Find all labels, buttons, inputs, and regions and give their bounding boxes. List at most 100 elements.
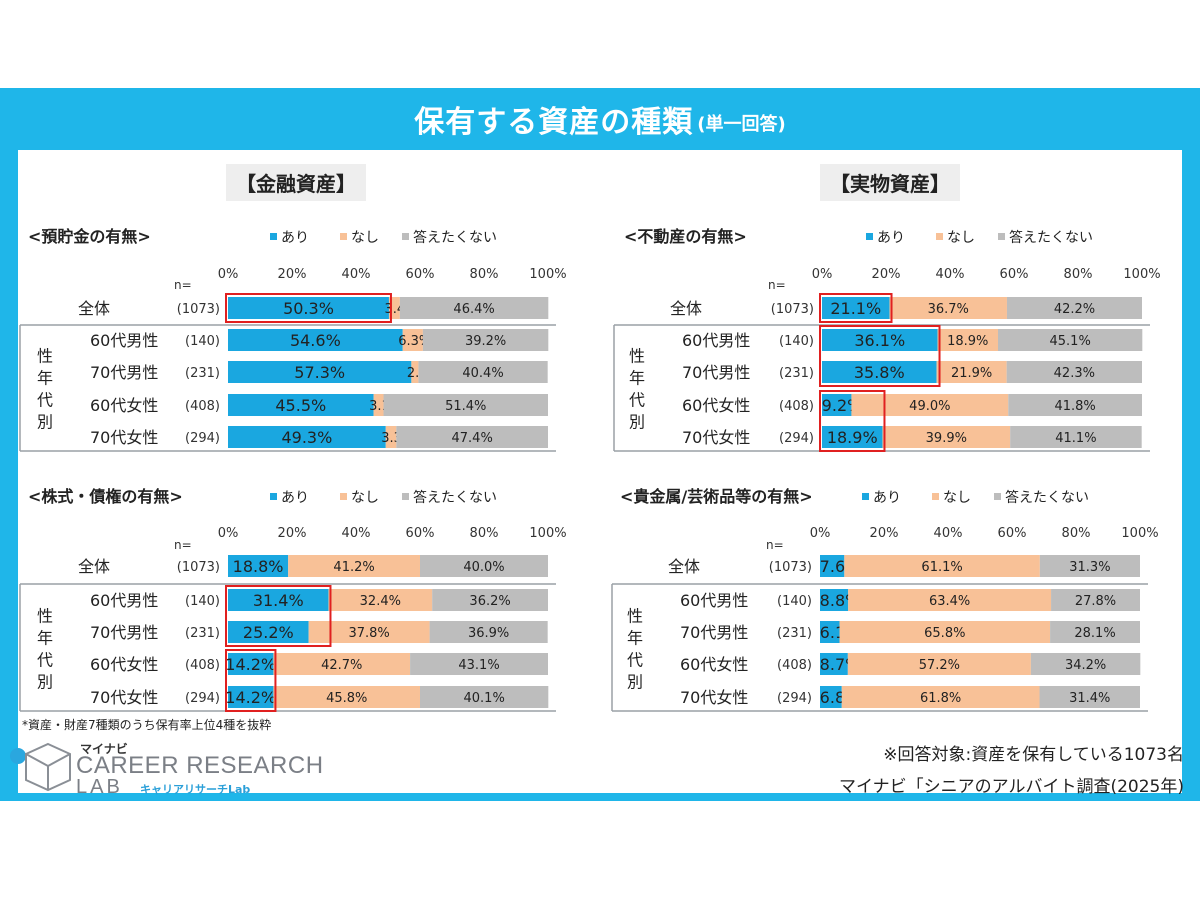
x-tick-2-0: 0% (218, 526, 239, 541)
data-label-0-2-0: 57.3% (294, 363, 345, 382)
row-label-0-2: 70代男性 (90, 363, 158, 382)
data-label-0-1-2: 39.2% (465, 334, 506, 349)
bar-3-4-2 (1039, 686, 1140, 708)
bar-2-0-2 (420, 555, 548, 577)
data-label-2-2-1: 37.8% (348, 626, 389, 641)
bar-0-2-1 (411, 361, 419, 383)
row-n-2-0: (1073) (177, 560, 220, 575)
bar-1-3-2 (1008, 394, 1142, 416)
group-label-char-3-3: 別 (627, 673, 643, 692)
data-label-1-4-0: 18.9% (827, 428, 878, 447)
footnote-respondents: ※回答対象:資産を保有している1073名 (883, 745, 1184, 765)
data-label-2-4-1: 45.8% (326, 691, 367, 706)
data-label-0-2-2: 40.4% (462, 366, 503, 381)
group-label-char-1-0: 性 (629, 347, 645, 366)
x-tick-3-1: 20% (870, 526, 899, 541)
bar-3-3-0 (820, 653, 848, 675)
bar-2-0-1 (288, 555, 420, 577)
row-label-2-4: 70代女性 (90, 688, 158, 707)
row-n-1-4: (294) (779, 431, 814, 446)
group-label-char-1-2: 代 (629, 391, 645, 410)
data-label-1-0-2: 42.2% (1054, 302, 1095, 317)
legend-label-1-0: あり (877, 230, 905, 246)
data-label-2-0-2: 40.0% (463, 560, 504, 575)
row-n-0-0: (1073) (177, 302, 220, 317)
data-label-1-1-1: 18.9% (947, 334, 988, 349)
x-tick-0-4: 80% (470, 267, 499, 282)
legend-swatch-0-1 (340, 233, 347, 240)
row-label-3-0: 全体 (668, 557, 700, 576)
page-subtitle: (単一回答) (697, 114, 786, 135)
data-label-3-4-2: 31.4% (1069, 691, 1110, 706)
bar-3-3-2 (1030, 653, 1141, 675)
chart-title-3: <貴金属/芸術品等の有無> (620, 487, 813, 506)
x-tick-1-3: 60% (1000, 267, 1029, 282)
bar-1-0-1 (889, 297, 1007, 319)
bar-2-1-0 (228, 589, 329, 611)
bar-0-1-0 (228, 329, 403, 351)
row-n-0-1: (140) (185, 334, 220, 349)
bar-1-2-0 (822, 361, 937, 383)
x-tick-3-4: 80% (1062, 526, 1091, 541)
bar-1-3-1 (851, 394, 1009, 416)
legend-swatch-3-0 (862, 493, 869, 500)
bar-1-1-1 (937, 329, 998, 351)
bar-3-0-2 (1039, 555, 1140, 577)
row-n-1-1: (140) (779, 334, 814, 349)
data-label-0-0-2: 46.4% (453, 302, 494, 317)
row-n-2-3: (408) (185, 658, 220, 673)
highlight-box-2-1 (225, 649, 277, 712)
data-label-1-3-2: 41.8% (1054, 399, 1095, 414)
legend-label-3-0: あり (873, 490, 901, 506)
x-tick-0-2: 40% (342, 267, 371, 282)
row-label-3-3: 60代女性 (680, 655, 748, 674)
legend-swatch-1-1 (936, 233, 943, 240)
bar-2-1-1 (328, 589, 433, 611)
row-n-3-1: (140) (777, 594, 812, 609)
legend-swatch-1-2 (998, 233, 1005, 240)
data-label-3-4-1: 61.8% (920, 691, 961, 706)
bar-3-2-0 (820, 621, 840, 643)
row-n-3-3: (408) (777, 658, 812, 673)
bar-0-3-1 (373, 394, 384, 416)
highlight-box-0-0 (225, 293, 392, 323)
group-label-char-3-0: 性 (627, 607, 643, 626)
legend-label-2-0: あり (281, 490, 309, 506)
row-label-2-0: 全体 (78, 557, 110, 576)
legend-swatch-1-0 (866, 233, 873, 240)
x-tick-0-5: 100% (529, 267, 566, 282)
legend-label-1-1: なし (947, 230, 975, 246)
row-label-3-1: 60代男性 (680, 591, 748, 610)
x-tick-0-1: 20% (278, 267, 307, 282)
x-tick-2-5: 100% (529, 526, 566, 541)
legend-label-2-2: 答えたくない (413, 489, 497, 506)
bar-2-0-0 (228, 555, 289, 577)
bar-3-1-2 (1051, 589, 1140, 611)
section-financial: 【金融資産】 (226, 164, 366, 201)
row-label-0-3: 60代女性 (90, 396, 158, 415)
bar-3-2-2 (1050, 621, 1140, 643)
data-label-2-1-2: 36.2% (469, 594, 510, 609)
group-label-char-3-1: 年 (627, 629, 643, 648)
data-label-0-3-0: 45.5% (275, 396, 326, 415)
data-label-2-3-1: 42.7% (321, 658, 362, 673)
bar-1-0-2 (1006, 297, 1142, 319)
logo-cube-icon (10, 742, 71, 792)
legend-swatch-2-2 (402, 493, 409, 500)
legend-label-2-1: なし (351, 490, 379, 506)
bar-0-1-2 (422, 329, 549, 351)
section-physical: 【実物資産】 (820, 164, 960, 201)
bar-2-4-1 (273, 686, 420, 708)
data-label-1-1-0: 36.1% (854, 331, 905, 350)
bar-2-3-2 (410, 653, 548, 675)
row-label-3-2: 70代男性 (680, 623, 748, 642)
bar-2-2-1 (308, 621, 430, 643)
bar-3-1-0 (820, 589, 849, 611)
bar-0-1-1 (402, 329, 423, 351)
legend-label-0-2: 答えたくない (413, 229, 497, 246)
bar-2-3-1 (273, 653, 411, 675)
highlight-box-2-0 (225, 585, 332, 647)
highlight-box-1-0 (819, 293, 893, 323)
logo-brand: マイナビ (80, 742, 128, 756)
bar-1-4-1 (882, 426, 1011, 448)
